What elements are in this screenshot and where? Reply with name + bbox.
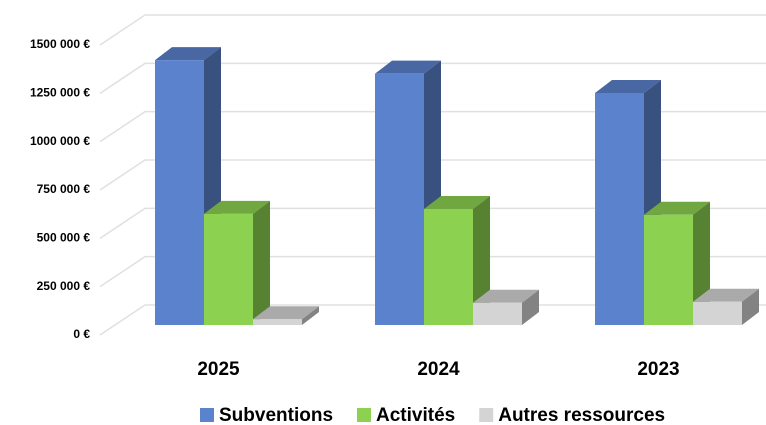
grid-line: [99, 62, 766, 94]
bar: [204, 213, 253, 325]
grid-line: [99, 207, 766, 239]
bar-top: [595, 80, 661, 93]
x-tick-label: 2025: [197, 359, 240, 380]
legend-label: Activités: [376, 405, 455, 425]
bar: [473, 302, 522, 325]
bar-top: [204, 200, 270, 214]
bar-side: [302, 306, 319, 325]
bar: [253, 319, 302, 325]
y-tick-label: 250 000 €: [37, 279, 91, 293]
legend-label: Autres ressources: [498, 405, 665, 425]
grid-line: [99, 110, 766, 143]
bar-top: [155, 47, 221, 61]
y-tick-label: 1000 000 €: [30, 134, 90, 148]
bar: [693, 301, 742, 325]
bar: [155, 60, 204, 326]
bar-side: [253, 200, 270, 325]
y-tick-label: 1500 000 €: [30, 37, 90, 51]
y-tick-label: 750 000 €: [37, 182, 91, 196]
x-tick-label: 2024: [417, 359, 460, 380]
bar-top: [473, 289, 539, 303]
grid-line: [99, 159, 766, 191]
bar-top: [424, 196, 490, 209]
y-tick-label: 500 000 €: [37, 231, 91, 245]
x-tick-label: 2023: [637, 359, 679, 380]
legend-label: Subventions: [219, 405, 333, 425]
bar-side: [522, 289, 539, 325]
legend-swatch: [479, 408, 494, 422]
legend-swatch: [357, 408, 372, 422]
bar-top: [693, 288, 759, 302]
bar: [644, 214, 693, 325]
grid-line: [99, 14, 766, 46]
bar: [424, 209, 473, 325]
y-tick-label: 1250 000 €: [30, 86, 90, 100]
bar-top: [375, 60, 441, 74]
grid-line: [99, 255, 766, 288]
bar-top: [253, 306, 319, 320]
bar-side: [473, 196, 490, 325]
bar: [375, 73, 424, 326]
bar: [595, 93, 644, 325]
bar-side: [742, 288, 759, 325]
bar-top: [644, 201, 710, 215]
y-tick-label: 0 €: [73, 327, 90, 341]
grid-line: [99, 304, 766, 336]
legend-swatch: [200, 408, 214, 422]
